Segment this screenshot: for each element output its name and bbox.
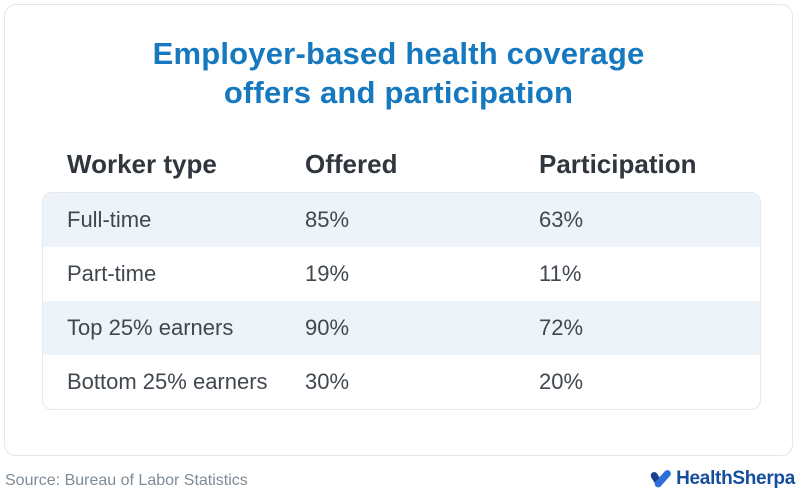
table-row-part-time: Part-time 19% 11% [43,247,760,301]
cell-worker-type: Top 25% earners [67,315,234,340]
cell-offered: 30% [305,369,350,394]
cell-participation: 11% [539,261,582,286]
healthsherpa-logo: HealthSherpa [649,468,795,490]
table-row-top-25-earners: Top 25% earners 90% 72% [43,301,760,355]
cell-offered: 85% [305,207,350,232]
column-header-participation: Participation [539,149,697,179]
column-header-worker-type: Worker type [67,149,217,179]
cell-participation: 72% [539,315,584,340]
source-note: Source: Bureau of Labor Statistics [5,472,248,489]
chart-title: Employer-based health coverage offers an… [5,34,792,112]
healthsherpa-wordmark: HealthSherpa [676,468,795,489]
cell-offered: 90% [305,315,350,340]
table-header: Worker type Offered Participation [43,149,761,179]
column-header-offered: Offered [305,149,398,179]
cell-participation: 63% [539,207,584,232]
healthsherpa-logo-icon [650,469,672,487]
cell-offered: 19% [305,261,350,286]
coverage-table: Full-time 85% 63% Part-time 19% 11% Top … [42,192,761,410]
chart-title-line-1: Employer-based health coverage [152,36,645,71]
chart-card: Employer-based health coverage offers an… [4,4,793,456]
chart-title-line-2: offers and participation [223,75,574,110]
table-row-full-time: Full-time 85% 63% [43,193,760,247]
cell-worker-type: Part-time [67,261,157,286]
table-row-bottom-25-earners: Bottom 25% earners 30% 20% [43,355,760,409]
cell-worker-type: Full-time [67,207,152,232]
cell-participation: 20% [539,369,584,394]
cell-worker-type: Bottom 25% earners [67,369,268,394]
